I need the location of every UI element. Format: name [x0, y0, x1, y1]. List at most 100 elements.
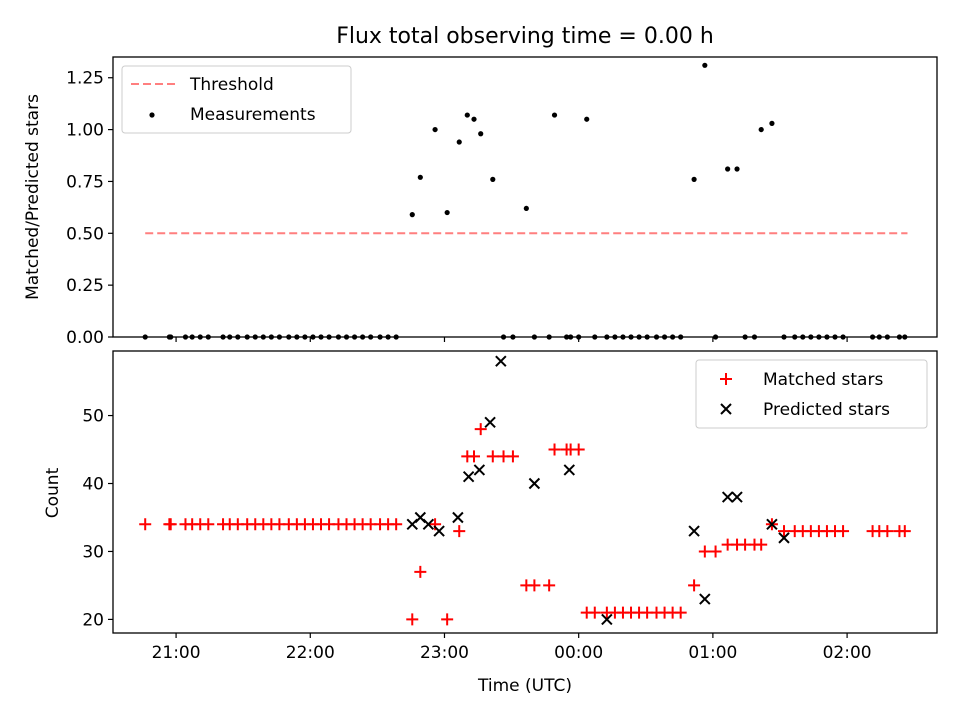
predicted-star-point: [462, 471, 475, 483]
measurement-point: [576, 334, 582, 340]
measurement-point: [531, 334, 537, 340]
matched-star-point: [837, 525, 850, 538]
measurement-point: [276, 334, 283, 340]
top-y-tick-label: 0.75: [66, 172, 104, 192]
bottom-legend-box: [695, 359, 928, 429]
matched-star-point: [688, 579, 701, 592]
predicted-star-point: [766, 518, 778, 530]
top-axes-frame: [112, 56, 938, 338]
measurement-point: [360, 334, 366, 340]
top-y-tick-label: 0.25: [66, 276, 104, 296]
matched-star-point: [528, 579, 541, 592]
measurement-point: [417, 174, 423, 180]
measurement-point: [310, 334, 316, 340]
measurement-point: [197, 334, 203, 340]
measurement-point: [168, 334, 174, 340]
measurement-point: [636, 334, 642, 340]
measurement-point: [205, 334, 211, 340]
measurement-point: [142, 334, 148, 340]
measurement-point: [268, 334, 274, 340]
matched-star-point: [414, 565, 427, 578]
measurement-point: [260, 334, 266, 340]
measurement-point: [884, 334, 890, 340]
measurement-point: [678, 334, 684, 340]
matched-star-point: [390, 518, 403, 531]
measurement-point: [252, 334, 258, 340]
measurement-point: [244, 334, 250, 340]
legend-predicted-label: Predicted stars: [763, 400, 890, 420]
measurement-point: [661, 334, 668, 340]
measurement-point: [564, 334, 570, 340]
legend-threshold-label: Threshold: [189, 75, 274, 95]
x-tick-label: 22:00: [286, 643, 335, 663]
measurement-point: [653, 334, 660, 340]
measurement-point: [343, 334, 350, 340]
legend-predicted-marker: [720, 403, 732, 415]
predicted-star-point: [699, 593, 711, 605]
bottom-axes: Count Time (UTC): [43, 350, 938, 696]
measurement-point: [464, 112, 470, 118]
bottom-axes-frame: [112, 350, 938, 634]
measurement-point: [510, 334, 516, 340]
measurement-point: [691, 176, 697, 182]
measurement-point: [758, 126, 764, 133]
measurement-point: [832, 334, 838, 340]
measurement-point: [816, 334, 822, 340]
predicted-star-point: [601, 613, 613, 626]
bottom-y-axis-label: Count: [43, 467, 63, 518]
matched-star-point: [486, 450, 499, 463]
legend-measurements-label: Measurements: [190, 105, 316, 125]
matched-star-point: [755, 538, 768, 551]
matched-star-point: [674, 606, 687, 619]
measurement-point: [500, 334, 507, 340]
measurement-point: [490, 176, 496, 182]
matched-star-point: [164, 518, 177, 531]
measurement-point: [456, 139, 462, 145]
measurement-point: [444, 209, 450, 216]
measurement-point: [769, 120, 775, 126]
measurement-point: [409, 212, 415, 218]
predicted-star-point: [688, 525, 700, 537]
measurement-point: [840, 334, 846, 340]
predicted-star-point: [495, 355, 507, 367]
matched-star-point: [698, 545, 711, 558]
matched-star-point: [778, 525, 791, 538]
measurement-point: [781, 334, 787, 340]
measurement-point: [620, 334, 626, 340]
measurement-point: [335, 334, 342, 340]
x-tick-label: 01:00: [688, 643, 737, 663]
predicted-star-point: [528, 477, 541, 490]
legend-matched-marker: [720, 373, 732, 385]
measurement-point: [368, 334, 374, 340]
measurement-point: [644, 334, 650, 340]
top-axes: Matched/Predicted stars: [23, 56, 938, 338]
matched-star-point: [453, 525, 466, 538]
measurement-point: [612, 334, 618, 340]
measurement-point: [734, 166, 740, 172]
measurement-point: [478, 131, 484, 137]
x-axis-label: Time (UTC): [477, 676, 572, 696]
matched-star-point: [441, 613, 454, 626]
measurement-point: [876, 334, 882, 340]
measurement-point: [393, 334, 399, 340]
top-legend: Threshold Measurements: [121, 65, 352, 134]
measurement-point: [628, 334, 634, 340]
predicted-star-point: [731, 491, 743, 503]
measurement-point: [546, 334, 552, 340]
measurement-point: [189, 334, 195, 340]
matched-star-point: [588, 606, 601, 619]
measurement-point: [326, 334, 332, 340]
bottom-legend: Matched stars Predicted stars: [695, 359, 928, 429]
matched-star-point: [406, 613, 419, 626]
measurement-point: [432, 126, 438, 133]
measurement-point: [471, 116, 477, 122]
matched-star-point: [543, 579, 556, 592]
matched-star-point: [548, 443, 561, 456]
bottom-y-tick-label: 50: [82, 407, 104, 427]
measurement-point: [896, 334, 903, 340]
bottom-y-tick-label: 30: [82, 542, 104, 562]
measurement-point: [725, 166, 731, 172]
matched-star-point: [506, 450, 519, 463]
bottom-y-tick-label: 40: [82, 475, 104, 495]
